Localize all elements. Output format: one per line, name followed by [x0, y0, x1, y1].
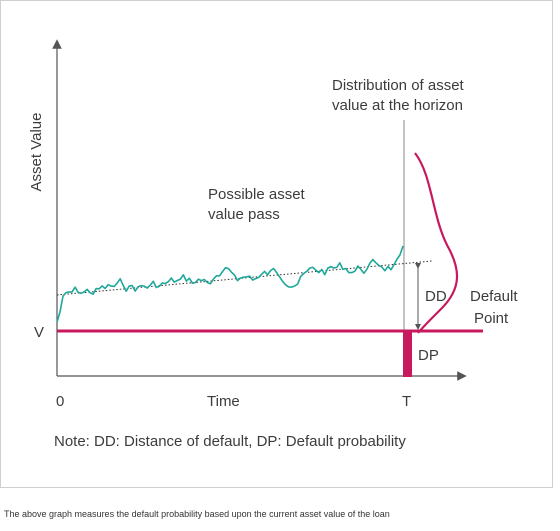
default-point-label-line1: Default	[470, 288, 518, 305]
y-axis-label: Asset Value	[28, 113, 45, 192]
dp-label: DP	[418, 347, 439, 364]
default-point-label-line2: Point	[474, 310, 509, 327]
figure-caption: The above graph measures the default pro…	[4, 509, 390, 519]
distribution-label-line2: value at the horizon	[332, 97, 463, 114]
path-label-line1: Possible asset	[208, 186, 306, 203]
note-text: Note: DD: Distance of default, DP: Defau…	[54, 433, 406, 450]
default-probability-bar	[403, 331, 412, 377]
x-axis-label: Time	[207, 393, 240, 410]
origin-label: 0	[56, 393, 64, 410]
asset-value-path	[56, 245, 404, 323]
figure-frame	[0, 0, 553, 488]
trend-line	[56, 260, 433, 296]
t-label: T	[402, 393, 411, 410]
v-label: V	[34, 324, 44, 341]
dd-label: DD	[425, 288, 447, 305]
distribution-label-line1: Distribution of asset	[332, 77, 465, 94]
distribution-curve	[414, 152, 459, 334]
path-label-line2: value pass	[208, 206, 280, 223]
